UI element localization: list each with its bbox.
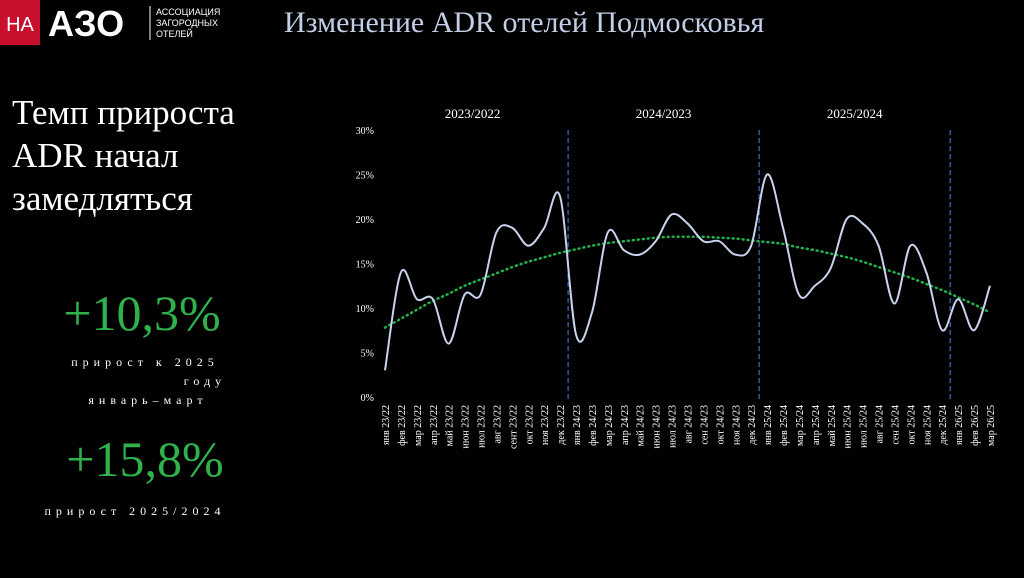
stat-value: +15,8% (66, 431, 223, 487)
logo-caption: ОТЕЛЕЙ (156, 28, 193, 39)
headline: Темп прироста (12, 93, 235, 132)
stat-caption: январь–март (88, 393, 207, 407)
x-tick-label: ноя 25/24 (922, 405, 933, 445)
headline: ADR начал (12, 136, 178, 175)
logo-text: АЗО (48, 3, 124, 44)
data-line (384, 173, 991, 371)
x-tick-label: фев 25/24 (779, 405, 790, 446)
period-label: 2023/2022 (445, 106, 501, 121)
x-tick-label: апр 24/23 (620, 405, 631, 445)
stat-caption: прирост 2025/2024 (44, 504, 225, 518)
x-tick-label: мар 26/25 (986, 405, 997, 446)
x-tick-label: фев 24/23 (588, 405, 599, 446)
x-tick-label: сен 25/24 (890, 405, 901, 445)
x-tick-label: ноя 23/22 (540, 405, 551, 445)
headline: замедляться (12, 179, 193, 218)
trend-line (383, 235, 992, 329)
x-tick-label: дек 24/23 (747, 405, 758, 445)
x-tick-label: фев 26/25 (970, 405, 981, 446)
x-tick-label: окт 23/22 (524, 405, 535, 444)
y-tick-label: 30% (356, 126, 374, 137)
x-tick-label: окт 24/23 (715, 405, 726, 444)
slide-title: Изменение ADR отелей Подмосковья (284, 6, 764, 39)
x-tick-label: мар 25/24 (795, 405, 806, 446)
x-tick-label: фев 23/22 (397, 405, 408, 446)
x-tick-label: янв 25/24 (763, 405, 774, 445)
logo-caption: АССОЦИАЦИЯ (156, 7, 220, 17)
y-tick-label: 15% (356, 260, 374, 271)
x-tick-label: апр 23/22 (429, 405, 440, 445)
stat-value: +10,3% (63, 285, 220, 341)
x-tick-label: ноя 24/23 (731, 405, 742, 445)
x-tick-label: мар 24/23 (604, 405, 615, 446)
x-tick-label: сент 23/22 (508, 405, 519, 449)
stat-caption: году (184, 374, 226, 388)
x-tick-label: авг 23/22 (492, 405, 503, 444)
x-tick-label: окт 25/24 (906, 405, 917, 444)
x-tick-label: авг 24/23 (684, 405, 695, 444)
period-label: 2024/2023 (636, 106, 692, 121)
logo-mark: НА (6, 14, 34, 36)
x-tick-label: дек 23/22 (556, 405, 567, 445)
y-tick-label: 25% (356, 171, 374, 182)
x-tick-label: апр 25/24 (811, 405, 822, 445)
x-tick-label: май 25/24 (827, 405, 838, 446)
chart: 0% 5% 10% 15% 20% 25% 30% янв 23/22 фев 23/22 мар… (356, 106, 997, 449)
x-tick-label: июл 23/22 (477, 405, 488, 448)
period-label: 2025/2024 (827, 106, 883, 121)
logo-caption: ЗАГОРОДНЫХ (156, 18, 218, 28)
x-tick-label: июл 25/24 (859, 405, 870, 448)
y-tick-label: 10% (356, 304, 374, 315)
y-tick-label: 20% (356, 215, 374, 226)
x-tick-label: июн 23/22 (461, 405, 472, 448)
x-tick-label: май 24/23 (636, 405, 647, 446)
x-tick-label: июн 25/24 (843, 405, 854, 448)
x-tick-label: авг 25/24 (875, 405, 886, 444)
y-tick-label: 5% (361, 349, 374, 360)
x-tick-label: май 23/22 (445, 405, 456, 446)
x-tick-label: мар 23/22 (413, 405, 424, 446)
x-tick-label: сен 24/23 (699, 405, 710, 445)
x-tick-label: июн 24/23 (652, 405, 663, 448)
y-tick-label: 0% (361, 393, 374, 404)
x-tick-label: дек 25/24 (938, 405, 949, 445)
x-tick-label: янв 23/22 (381, 405, 392, 445)
stat-caption: прирост к 2025 (71, 355, 219, 369)
x-tick-label: июл 24/23 (668, 405, 679, 448)
logo-box (0, 0, 40, 45)
x-tick-label: янв 24/23 (572, 405, 583, 445)
x-tick-label: янв 26/25 (954, 405, 965, 445)
